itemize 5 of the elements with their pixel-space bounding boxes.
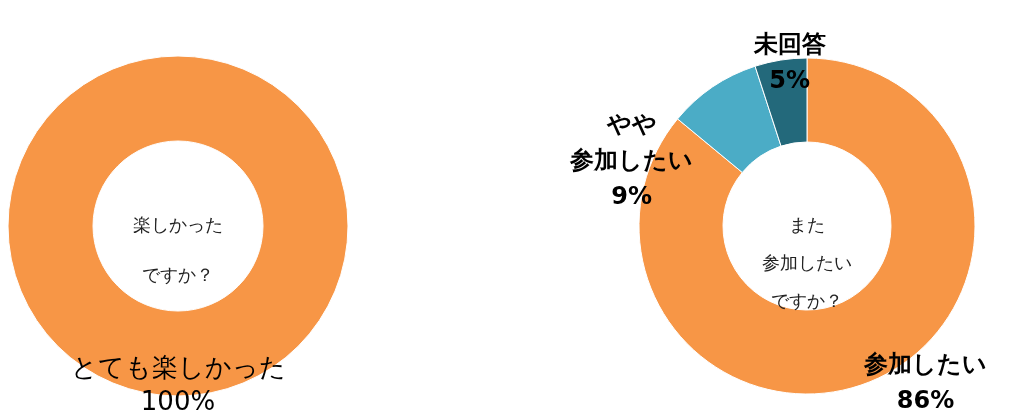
data-label: 100% — [140, 386, 216, 414]
text: また参加したいですか？ — [762, 214, 852, 311]
slice-label: 未回答 — [752, 30, 826, 59]
data-label: 86% — [896, 386, 955, 414]
text: 楽しかったですか？ — [133, 214, 223, 285]
